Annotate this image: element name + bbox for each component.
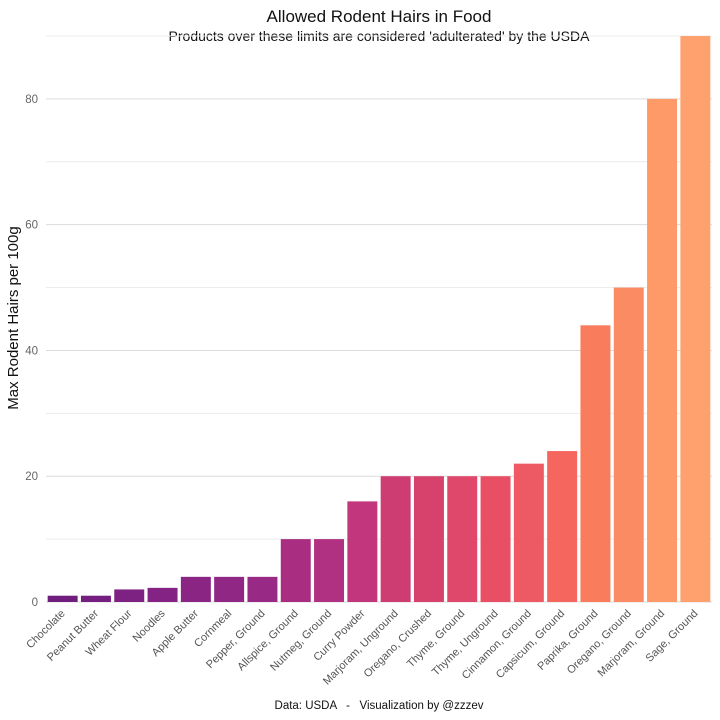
x-tick-label: Paprika, Ground	[535, 608, 600, 673]
bars-layer	[47, 36, 711, 602]
bar	[413, 476, 444, 602]
grid-layer	[46, 35, 712, 603]
x-tick-label: Nutmeg, Ground	[268, 608, 334, 674]
y-tick-label: 0	[32, 597, 38, 609]
bar	[280, 539, 311, 602]
x-tick-label: Pepper, Ground	[204, 608, 267, 671]
bar	[680, 36, 711, 602]
bar	[247, 576, 278, 602]
bar	[647, 98, 678, 602]
chart-title: Allowed Rodent Hairs in Food	[267, 7, 492, 26]
bar	[214, 576, 245, 602]
bar	[114, 589, 145, 602]
bar	[147, 587, 178, 602]
y-axis-label: Max Rodent Hairs per 100g	[5, 226, 22, 409]
bar	[47, 595, 78, 602]
bar	[180, 576, 211, 602]
bar	[613, 287, 644, 602]
y-tick-label: 20	[25, 471, 38, 483]
chart-caption: Data: USDA - Visualization by @zzzev	[275, 700, 484, 712]
bar	[480, 476, 511, 602]
bar	[314, 539, 345, 602]
bar	[447, 476, 478, 602]
bar	[580, 325, 611, 602]
bar	[380, 476, 411, 602]
x-tick-label: Allspice, Ground	[235, 608, 301, 674]
bar	[347, 501, 378, 602]
y-tick-label: 40	[25, 345, 38, 357]
x-tick-label: Thyme, Ground	[405, 608, 468, 671]
bar	[547, 451, 578, 602]
y-ticks: 0 20 40 60 80	[25, 94, 38, 609]
y-tick-label: 80	[25, 94, 38, 106]
bar	[513, 463, 544, 602]
y-tick-label: 60	[25, 220, 38, 232]
bar	[80, 595, 111, 602]
